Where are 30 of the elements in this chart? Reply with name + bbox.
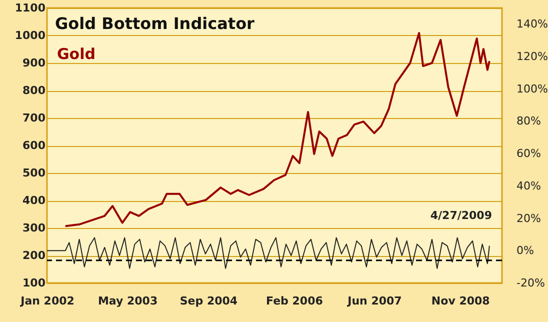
x-tick-label: Jun 2007 xyxy=(346,294,402,308)
y2-tick-label: 100% xyxy=(516,82,548,96)
y-tick-label: 600 xyxy=(22,139,46,152)
annotation: 4/27/2009 xyxy=(430,209,492,222)
y-tick-label: 400 xyxy=(22,194,46,207)
line-series xyxy=(46,237,490,269)
x-tick-label: Nov 2008 xyxy=(431,294,490,308)
y-tick-label: 800 xyxy=(22,84,46,97)
y-tick-label: 900 xyxy=(22,56,46,70)
y-tick-label: 1100 xyxy=(14,2,46,14)
y2-tick-label: 60% xyxy=(516,147,541,160)
y-tick-label: 200 xyxy=(22,249,46,262)
y2-tick-label: 80% xyxy=(516,114,541,128)
y2-tick-label: 40% xyxy=(516,179,541,192)
x-tick-label: Feb 2006 xyxy=(266,294,324,308)
y2-tick-label: 0% xyxy=(516,244,534,258)
x-tick-label: May 2003 xyxy=(98,294,158,308)
y2-tick-label: 120% xyxy=(516,50,548,64)
text: Gold xyxy=(57,45,96,63)
y2-tick-label: 20% xyxy=(516,212,541,225)
x-tick-label: Jan 2002 xyxy=(20,294,74,308)
y-tick-label: 700 xyxy=(22,112,46,124)
y2-tick-label: -20% xyxy=(516,276,545,290)
y2-tick-label: 140% xyxy=(516,18,548,31)
x-tick-label: Sep 2004 xyxy=(180,294,238,308)
y-tick-label: 500 xyxy=(22,166,46,180)
y-tick-label: 300 xyxy=(22,222,46,234)
chart-title: Gold Bottom Indicator xyxy=(55,14,255,33)
y-tick-label: 100 xyxy=(22,276,46,290)
y-tick-label: 1000 xyxy=(14,29,46,42)
